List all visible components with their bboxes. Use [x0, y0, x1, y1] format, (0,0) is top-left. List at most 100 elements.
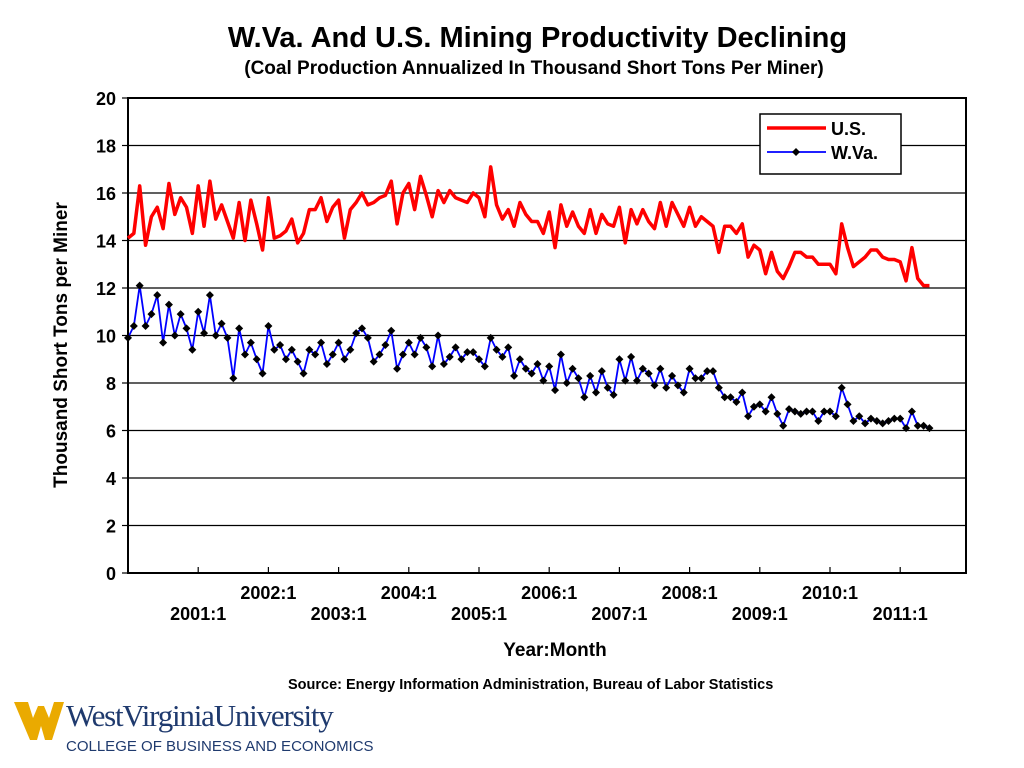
- data-point-w-va: [270, 345, 279, 354]
- data-point-w-va: [398, 350, 407, 359]
- data-point-w-va: [913, 421, 922, 430]
- data-point-w-va: [773, 409, 782, 418]
- data-point-w-va: [896, 414, 905, 423]
- data-point-w-va: [808, 407, 817, 416]
- data-point-w-va: [697, 374, 706, 383]
- x-axis-label: Year:Month: [503, 640, 607, 661]
- data-point-w-va: [410, 350, 419, 359]
- data-point-w-va: [656, 364, 665, 373]
- x-tick-label: 2007:1: [591, 604, 647, 624]
- data-point-w-va: [258, 369, 267, 378]
- data-point-w-va: [592, 388, 600, 397]
- data-point-w-va: [241, 350, 249, 359]
- data-point-w-va: [457, 355, 466, 364]
- data-point-w-va: [463, 348, 472, 357]
- data-point-w-va: [375, 350, 384, 359]
- data-point-w-va: [796, 409, 805, 418]
- data-point-w-va: [217, 319, 226, 328]
- data-point-w-va: [200, 329, 209, 338]
- data-point-w-va: [744, 412, 753, 421]
- data-point-w-va: [662, 383, 671, 392]
- data-point-w-va: [223, 333, 232, 342]
- data-point-w-va: [141, 322, 150, 330]
- data-point-w-va: [176, 310, 185, 319]
- data-point-w-va: [416, 333, 425, 342]
- data-point-w-va: [515, 355, 524, 364]
- x-tick-label: 2003:1: [311, 604, 367, 624]
- data-point-w-va: [878, 419, 887, 428]
- data-point-w-va: [422, 343, 431, 352]
- x-tick-label: 2001:1: [170, 604, 226, 624]
- wvu-logo: WestVirginiaUniversity COLLEGE OF BUSINE…: [14, 698, 374, 760]
- data-point-w-va: [902, 424, 911, 433]
- data-point-w-va: [627, 352, 636, 361]
- x-tick-label: 2008:1: [662, 583, 718, 603]
- data-point-w-va: [480, 362, 489, 371]
- data-point-w-va: [568, 364, 577, 373]
- data-point-w-va: [381, 341, 390, 349]
- data-point-w-va: [451, 343, 460, 352]
- data-point-w-va: [907, 407, 916, 416]
- data-point-w-va: [293, 357, 302, 366]
- data-point-w-va: [837, 383, 846, 392]
- data-point-w-va: [925, 424, 934, 433]
- data-point-w-va: [890, 414, 899, 423]
- data-point-w-va: [153, 291, 162, 300]
- data-point-w-va: [755, 400, 764, 409]
- data-point-w-va: [685, 364, 694, 373]
- data-point-w-va: [246, 338, 255, 347]
- data-point-w-va: [182, 324, 191, 333]
- data-point-w-va: [749, 402, 758, 411]
- data-point-w-va: [510, 371, 519, 380]
- data-point-w-va: [539, 376, 548, 385]
- data-point-w-va: [609, 390, 618, 399]
- data-point-w-va: [328, 350, 337, 359]
- data-point-w-va: [720, 393, 729, 402]
- y-tick-label: 16: [96, 184, 116, 204]
- data-point-w-va: [428, 362, 437, 371]
- x-tick-label: 2011:1: [873, 604, 928, 624]
- data-point-w-va: [767, 393, 776, 402]
- data-point-w-va: [866, 414, 875, 423]
- data-point-w-va: [135, 281, 144, 290]
- data-point-w-va: [369, 357, 378, 366]
- data-point-w-va: [404, 338, 413, 347]
- data-point-w-va: [632, 376, 641, 385]
- series-line-u-s: [126, 165, 930, 288]
- data-point-w-va: [679, 388, 688, 397]
- data-point-w-va: [861, 419, 870, 428]
- data-point-w-va: [492, 345, 501, 354]
- data-point-w-va: [281, 355, 290, 364]
- data-point-w-va: [855, 412, 864, 421]
- y-tick-label: 4: [106, 469, 116, 489]
- logo-name: WestVirginiaUniversity: [66, 698, 334, 733]
- data-point-w-va: [703, 367, 712, 376]
- chart-subtitle: (Coal Production Annualized In Thousand …: [244, 58, 824, 79]
- y-tick-label: 10: [96, 327, 116, 347]
- data-point-w-va: [486, 333, 495, 342]
- flying-wv-icon: [14, 702, 64, 740]
- data-point-w-va: [229, 374, 238, 383]
- data-point-w-va: [358, 324, 366, 333]
- data-point-w-va: [673, 381, 682, 390]
- data-point-w-va: [580, 393, 589, 402]
- x-tick-label: 2010:1: [802, 583, 858, 603]
- data-point-w-va: [393, 364, 402, 373]
- data-point-w-va: [334, 338, 343, 347]
- data-point-w-va: [726, 393, 735, 402]
- data-point-w-va: [352, 329, 361, 338]
- data-point-w-va: [644, 369, 653, 378]
- data-point-w-va: [556, 350, 565, 359]
- data-point-w-va: [814, 417, 823, 425]
- x-tick-label: 2009:1: [732, 604, 788, 624]
- data-point-w-va: [469, 348, 478, 357]
- data-point-w-va: [194, 307, 203, 316]
- data-point-w-va: [843, 400, 852, 409]
- data-point-w-va: [802, 407, 811, 416]
- data-point-w-va: [439, 360, 448, 368]
- chart-title: W.Va. And U.S. Mining Productivity Decli…: [227, 22, 848, 54]
- data-point-w-va: [504, 343, 513, 352]
- data-point-w-va: [498, 352, 507, 361]
- data-point-w-va: [533, 360, 542, 368]
- data-point-w-va: [919, 421, 928, 430]
